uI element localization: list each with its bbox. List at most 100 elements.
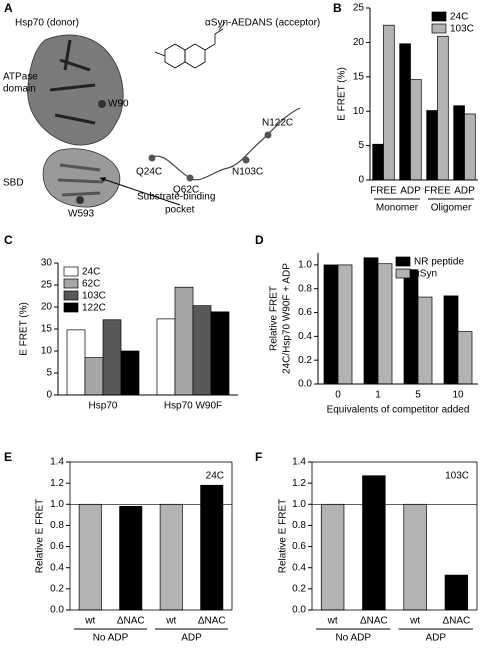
label: Hsp70 (donor) [15,18,79,29]
arrow-head [100,177,106,182]
x-tick-label: Hsp70 W90F [164,401,222,412]
bar [410,79,422,181]
bar [457,331,473,385]
bar [174,286,194,396]
x-tick-label: FREE [370,186,397,197]
x-tick-label: 1 [375,390,381,401]
label: W593 [68,209,95,220]
y-tick-label: 1.4 [292,457,306,468]
legend-swatch [63,290,79,301]
y-tick-label: 30 [41,258,53,269]
x-tick-label: 0 [335,390,341,401]
legend-label: 103C [450,24,474,35]
legend-swatch [63,302,79,313]
bar [372,143,384,181]
site-marker [148,154,156,162]
y-tick-label: 1.2 [292,478,306,489]
y-tick-label: 15 [41,324,53,335]
bar [437,35,449,181]
legend-label: 122C [82,303,106,314]
y-tick-label: 20 [353,37,365,48]
y-tick-label: 10 [353,106,365,117]
aedans-structure [154,21,226,69]
y-tick-label: 1.4 [50,457,64,468]
bar [403,503,427,611]
x-tick-label: wt [409,616,420,627]
y-tick-label: 0.6 [298,307,312,318]
label: SBD [3,178,24,189]
y-tick-label: 1.0 [298,260,312,271]
plot-frame [69,461,233,611]
bar [192,305,212,396]
label: Substrate-binding [137,192,215,203]
group-label: No ADP [335,633,371,644]
x-tick-label: FREE [424,186,451,197]
bar [320,503,345,611]
panel-letter: E [4,450,12,464]
annotation: 103C [445,471,469,482]
y-tick-label: 0.8 [298,283,312,294]
y-axis-label: Relative E FRET [278,499,289,573]
bar [78,503,102,611]
bar [377,263,393,385]
y-tick-label: 0.0 [50,605,64,616]
group-label: Oligomer [431,203,472,214]
y-tick-label: 0.0 [298,379,312,390]
y-tick-label: 20 [41,302,53,313]
bar [66,329,86,396]
y-axis-label: E FRET (%) [19,302,30,356]
y-tick-label: 0.6 [292,541,306,552]
bar [363,257,379,385]
panel-letter: F [255,450,262,464]
x-tick-label: ΔNAC [198,616,226,627]
pocket-arrow [99,177,181,206]
plot-frame [311,461,478,611]
y-axis-label: 24C/Hsp70 W90F + ADP [282,263,293,374]
y-tick-label: 0.4 [50,562,64,573]
y-tick-label: 25 [41,280,53,291]
panel-letter: A [4,1,13,15]
x-tick-label: ADP [454,186,475,197]
bar [119,506,143,611]
protein-cartoon [27,34,124,208]
bar [156,318,176,396]
bar [426,110,438,181]
bar [399,43,411,181]
x-tick-label: ΔNAC [360,616,388,627]
asyn-chain [149,107,301,181]
y-tick-label: 25 [353,3,365,14]
label: W90 [108,99,129,110]
x-tick-label: wt [84,616,95,627]
w593-marker [76,196,84,204]
bar [159,503,183,611]
bar [210,311,230,396]
legend-label: 103C [82,291,106,302]
bar [464,113,476,181]
x-tick-label: ΔNAC [117,616,145,627]
bar [323,264,339,385]
y-tick-label: 0.2 [292,583,306,594]
y-tick-label: 0.0 [292,605,306,616]
y-axis-label: E FRET (%) [337,67,348,121]
y-tick-label: 5 [358,140,364,151]
x-tick-label: ΔNAC [442,616,470,627]
label: ATPase [3,72,38,83]
label: N103C [232,167,263,178]
bar [84,357,104,396]
bar [383,24,395,181]
label: αSyn-AEDANS (acceptor) [205,18,320,29]
group-label: ADP [181,633,202,644]
x-axis-label: Equivalents of competitor added [327,405,470,416]
y-tick-label: 15 [353,71,365,82]
label: pocket [165,205,195,216]
label: Q62C [173,185,199,196]
bar [200,484,224,611]
legend-label: 24C [450,12,468,23]
panel-letter: C [4,233,13,247]
y-tick-label: 10 [41,346,53,357]
legend-swatch [395,256,411,267]
y-axis-label: Relative FRET [269,286,280,351]
y-tick-label: 0.4 [298,331,312,342]
